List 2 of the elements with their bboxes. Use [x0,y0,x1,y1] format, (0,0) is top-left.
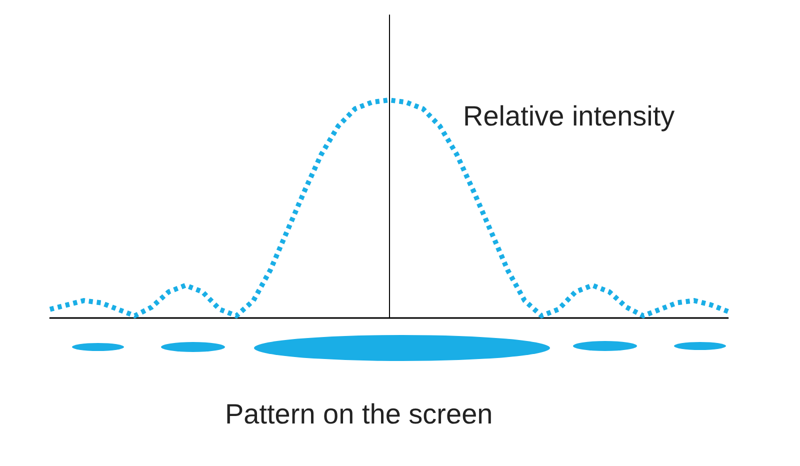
x-axis-title: Pattern on the screen [225,398,493,430]
y-axis-title: Relative intensity [463,100,675,132]
